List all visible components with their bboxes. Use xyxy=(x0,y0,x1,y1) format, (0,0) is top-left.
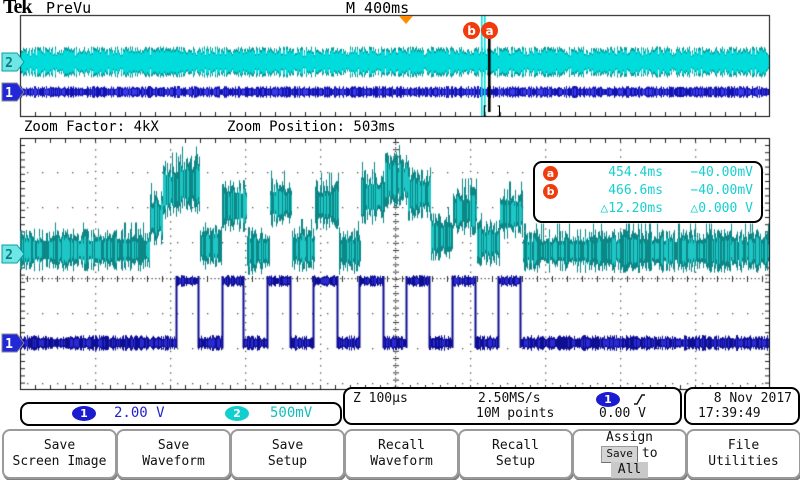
zoom-window-bracket-icon: [ ] xyxy=(481,104,503,118)
overview-ch1-badge: 1 xyxy=(1,82,25,102)
assign-suffix: to xyxy=(641,446,658,461)
acquisition-status: PreVu xyxy=(46,0,92,17)
main-timebase-readout: M 400ms xyxy=(346,0,410,17)
save-setup-button[interactable]: Save Setup xyxy=(230,429,345,479)
trigger-source-label: 1 xyxy=(604,393,612,406)
svg-text:2: 2 xyxy=(5,56,13,71)
file-utilities-button[interactable]: File Utilities xyxy=(686,429,800,479)
cursor-a-voltage: −40.00mV xyxy=(690,165,753,180)
date-readout: 8 Nov 2017 xyxy=(713,391,792,406)
recall-setup-button[interactable]: Recall Setup xyxy=(458,429,573,479)
cursor-b-row: b 466.6ms −40.00mV xyxy=(535,183,761,201)
cursor-readout-box: a 454.4ms −40.00mV b 466.6ms −40.00mV △1… xyxy=(533,161,763,223)
cursor-a-badge-label: a xyxy=(546,167,555,180)
ch1-badge-icon: 1 xyxy=(72,406,96,421)
trigger-level-readout: 0.00 V xyxy=(599,406,646,421)
trigger-source-badge-icon: 1 xyxy=(596,392,620,407)
recall-setup-line2: Setup xyxy=(495,454,536,469)
save-screen-image-line1: Save xyxy=(43,438,76,453)
zoom-position-readout: Zoom Position: 503ms xyxy=(227,119,396,135)
trigger-slope-rising-icon xyxy=(634,394,645,405)
cursor-b-badge-label: b xyxy=(546,185,555,198)
file-utilities-line1: File xyxy=(727,438,760,453)
cursor-b-marker[interactable]: b xyxy=(463,22,480,39)
save-screen-image-line2: Screen Image xyxy=(12,454,107,469)
zoom-factor-readout: Zoom Factor: 4kX xyxy=(24,119,159,135)
overview-ch2-badge: 2 xyxy=(1,52,25,72)
record-length-readout: 10M points xyxy=(476,406,555,421)
zoom-scale-readout: Z 100µs xyxy=(353,391,408,406)
main-ch1-badge: 1 xyxy=(1,333,25,353)
time-readout: 17:39:49 xyxy=(698,406,761,421)
trigger-position-marker-icon xyxy=(399,16,413,24)
assign-target: All xyxy=(610,462,649,478)
recall-waveform-button[interactable]: Recall Waveform xyxy=(344,429,459,479)
acquisition-box: Z 100µs 2.50MS/s 10M points 1 0.00 V xyxy=(343,387,682,425)
save-setup-line1: Save xyxy=(271,438,304,453)
ch1-badge-label: 1 xyxy=(80,407,88,420)
save-setup-line2: Setup xyxy=(267,454,308,469)
main-ch2-badge: 2 xyxy=(1,244,25,264)
cursor-a-time: 454.4ms xyxy=(608,165,663,180)
cursor-b-time: 466.6ms xyxy=(608,183,663,198)
ch1-scale-readout: 2.00 V xyxy=(114,405,165,421)
cursor-b-voltage: −40.00mV xyxy=(690,183,753,198)
cursor-a-label: a xyxy=(485,23,494,38)
cursor-a-badge: a xyxy=(543,166,558,181)
file-utilities-line2: Utilities xyxy=(708,454,779,469)
cursor-delta-voltage: △0.000 V xyxy=(690,201,753,216)
svg-text:1: 1 xyxy=(5,86,13,101)
datetime-box: 8 Nov 2017 17:39:49 xyxy=(684,387,800,425)
save-waveform-button[interactable]: Save Waveform xyxy=(116,429,231,479)
ch2-badge-icon: 2 xyxy=(225,406,249,421)
channel-scale-box: 1 2.00 V 2 500mV xyxy=(20,402,342,426)
cursor-a-marker[interactable]: a xyxy=(481,22,498,39)
assign-save-button[interactable]: Assign Save to All xyxy=(572,429,687,479)
cursor-b-badge: b xyxy=(543,184,558,199)
cursor-delta-row: △12.20ms △0.000 V xyxy=(535,201,761,219)
svg-text:2: 2 xyxy=(5,248,13,263)
save-waveform-line2: Waveform xyxy=(142,454,205,469)
ch2-badge-label: 2 xyxy=(233,407,241,420)
recall-waveform-line1: Recall xyxy=(378,438,425,453)
tek-logo: Tek xyxy=(3,0,32,18)
cursor-a-row: a 454.4ms −40.00mV xyxy=(535,165,761,183)
cursor-delta-time: △12.20ms xyxy=(600,201,663,216)
save-screen-image-button[interactable]: Save Screen Image xyxy=(2,429,117,479)
recall-setup-line1: Recall xyxy=(492,438,539,453)
save-chip: Save xyxy=(601,445,638,463)
sample-rate-readout: 2.50MS/s xyxy=(478,391,541,406)
ch2-scale-readout: 500mV xyxy=(270,405,313,421)
assign-line1: Assign xyxy=(606,430,653,445)
recall-waveform-line2: Waveform xyxy=(370,454,433,469)
svg-text:1: 1 xyxy=(5,337,13,352)
cursor-b-label: b xyxy=(467,23,476,38)
save-waveform-line1: Save xyxy=(157,438,190,453)
